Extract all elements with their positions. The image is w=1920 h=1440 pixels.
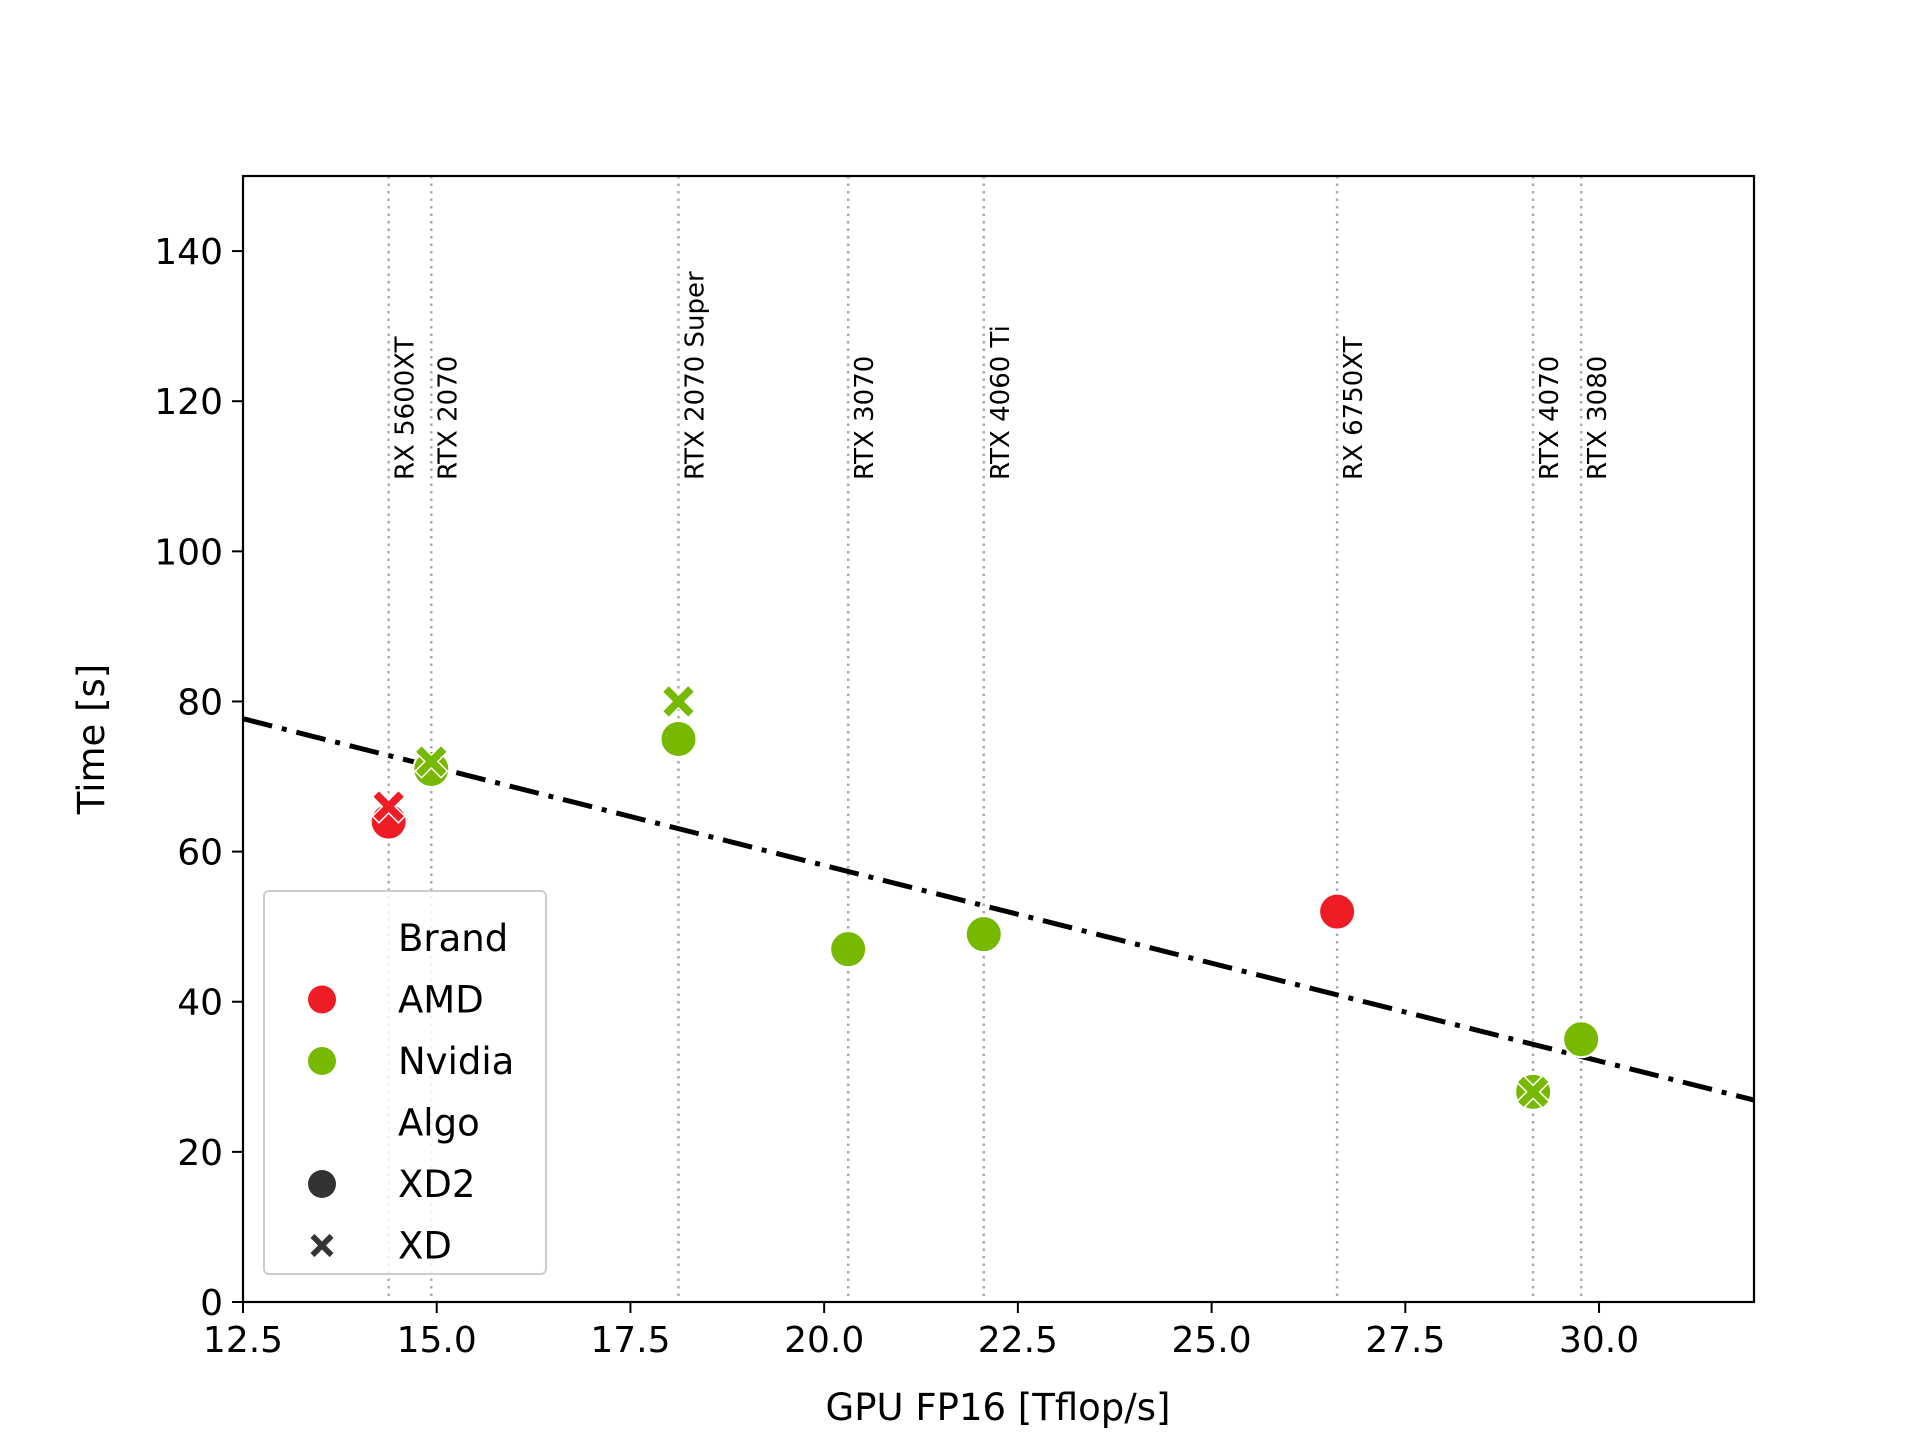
x-tick-label: 30.0 [1559,1320,1639,1361]
fit-line [243,716,1754,1103]
x-tick-label: 27.5 [1365,1320,1445,1361]
point-rtx-2070-super-xd [661,684,696,719]
y-axis-ticks: 0 20 40 60 80 100 120 140 [154,232,243,1324]
point-rtx-2070-super-xd2 [659,720,698,758]
y-tick-label: 120 [154,382,223,423]
x-tick-label: 12.5 [203,1320,283,1361]
point-rtx-4070-xd [1515,1074,1551,1110]
point-rx-5600xt-xd [371,789,406,824]
legend-title-brand: Brand [398,917,508,960]
point-rtx-2070-xd [414,744,449,779]
point-rtx-4060-ti-xd2 [964,915,1003,954]
point-rtx-3070-xd2 [829,930,868,969]
y-tick-label: 100 [154,532,223,573]
gpu-labels: RX 5600XT RTX 2070 RTX 2070 Super RTX 3070 R… [391,271,1614,480]
plot-frame [241,174,1756,1304]
legend: Brand AMD Nvidia Algo XD2 XD [263,890,547,1275]
y-tick-label: 40 [177,983,223,1024]
data-points [369,684,1601,1111]
gpu-label-rtx-4060-ti: RTX 4060 Ti [986,325,1016,480]
gpu-label-rtx-4070: RTX 4070 [1535,356,1565,480]
gpu-label-rx-6750xt: RX 6750XT [1339,336,1369,480]
y-tick-label: 60 [177,833,223,874]
y-tick-label: 0 [200,1283,223,1324]
legend-marker-xd2 [308,1170,336,1198]
x-tick-label: 25.0 [1172,1320,1252,1361]
y-tick-label: 140 [154,232,223,273]
x-tick-label: 22.5 [978,1320,1058,1361]
x-tick-label: 20.0 [784,1320,864,1361]
x-tick-label: 17.5 [590,1320,670,1361]
legend-marker-xd [308,1231,336,1260]
legend-label-nvidia: Nvidia [398,1040,514,1083]
legend-title-algo: Algo [398,1102,480,1145]
y-tick-label: 20 [177,1133,223,1174]
gpu-label-rtx-2070-super: RTX 2070 Super [680,271,710,480]
legend-label-xd2: XD2 [398,1163,475,1206]
point-rtx-3080-xd2 [1562,1020,1601,1059]
gpu-label-rx-5600xt: RX 5600XT [391,336,421,480]
x-axis-label: GPU FP16 [Tflop/s] [826,1386,1171,1429]
legend-marker-amd [308,985,336,1014]
x-tick-label: 15.0 [397,1320,477,1361]
gpu-label-rtx-3070: RTX 3070 [850,356,880,480]
y-tick-label: 80 [177,682,223,723]
gpu-label-rtx-2070: RTX 2070 [433,356,463,480]
y-axis-label: Time [s] [70,664,113,815]
gpu-label-rtx-3080: RTX 3080 [1583,356,1613,480]
x-axis-ticks: 12.5 15.0 17.5 20.0 22.5 25.0 27.5 30.0 [203,1302,1639,1361]
legend-label-amd: AMD [398,979,484,1022]
legend-marker-nvidia [308,1047,336,1075]
fit-line-layer [243,716,1754,1103]
point-rx-6750xt-xd2 [1318,892,1357,931]
legend-label-xd: XD [398,1225,452,1268]
